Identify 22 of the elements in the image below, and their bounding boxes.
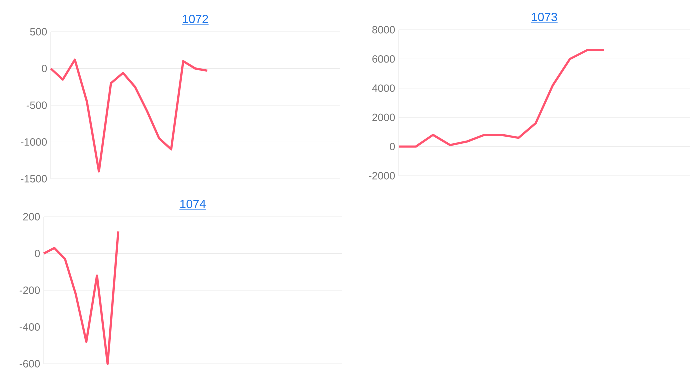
y-tick-label: -400: [20, 324, 40, 331]
y-tick-label: 0: [42, 65, 48, 72]
y-tick-label: -2000: [369, 172, 396, 180]
y-tick-label: -1000: [21, 138, 48, 146]
y-tick-label: -600: [20, 360, 40, 368]
y-tick-label: 500: [30, 28, 48, 36]
y-tick-label: 4000: [372, 84, 396, 92]
y-tick-label: 2000: [372, 114, 396, 122]
y-tick-label: 200: [23, 213, 40, 221]
line-series: [42, 230, 120, 366]
y-tick-label: 6000: [372, 55, 396, 63]
line-series: [398, 49, 606, 148]
y-tick-label: 0: [390, 143, 396, 151]
y-tick-label: -200: [20, 286, 40, 294]
y-tick-label: 0: [35, 250, 40, 258]
line-series: [50, 58, 209, 173]
y-tick-label: 8000: [372, 26, 396, 34]
chart-title: 1072: [183, 14, 208, 24]
y-tick-label: -500: [26, 102, 48, 110]
chart-title: 1073: [532, 12, 558, 22]
y-tick-label: -1500: [21, 175, 48, 183]
chart-title: 1074: [180, 200, 206, 208]
